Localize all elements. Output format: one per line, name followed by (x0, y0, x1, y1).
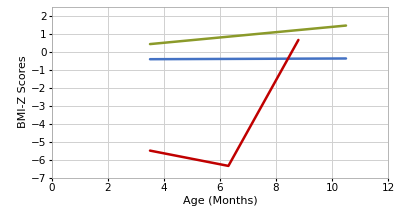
X-axis label: Age (Months): Age (Months) (183, 196, 257, 206)
Y-axis label: BMI-Z Scores: BMI-Z Scores (18, 56, 28, 129)
